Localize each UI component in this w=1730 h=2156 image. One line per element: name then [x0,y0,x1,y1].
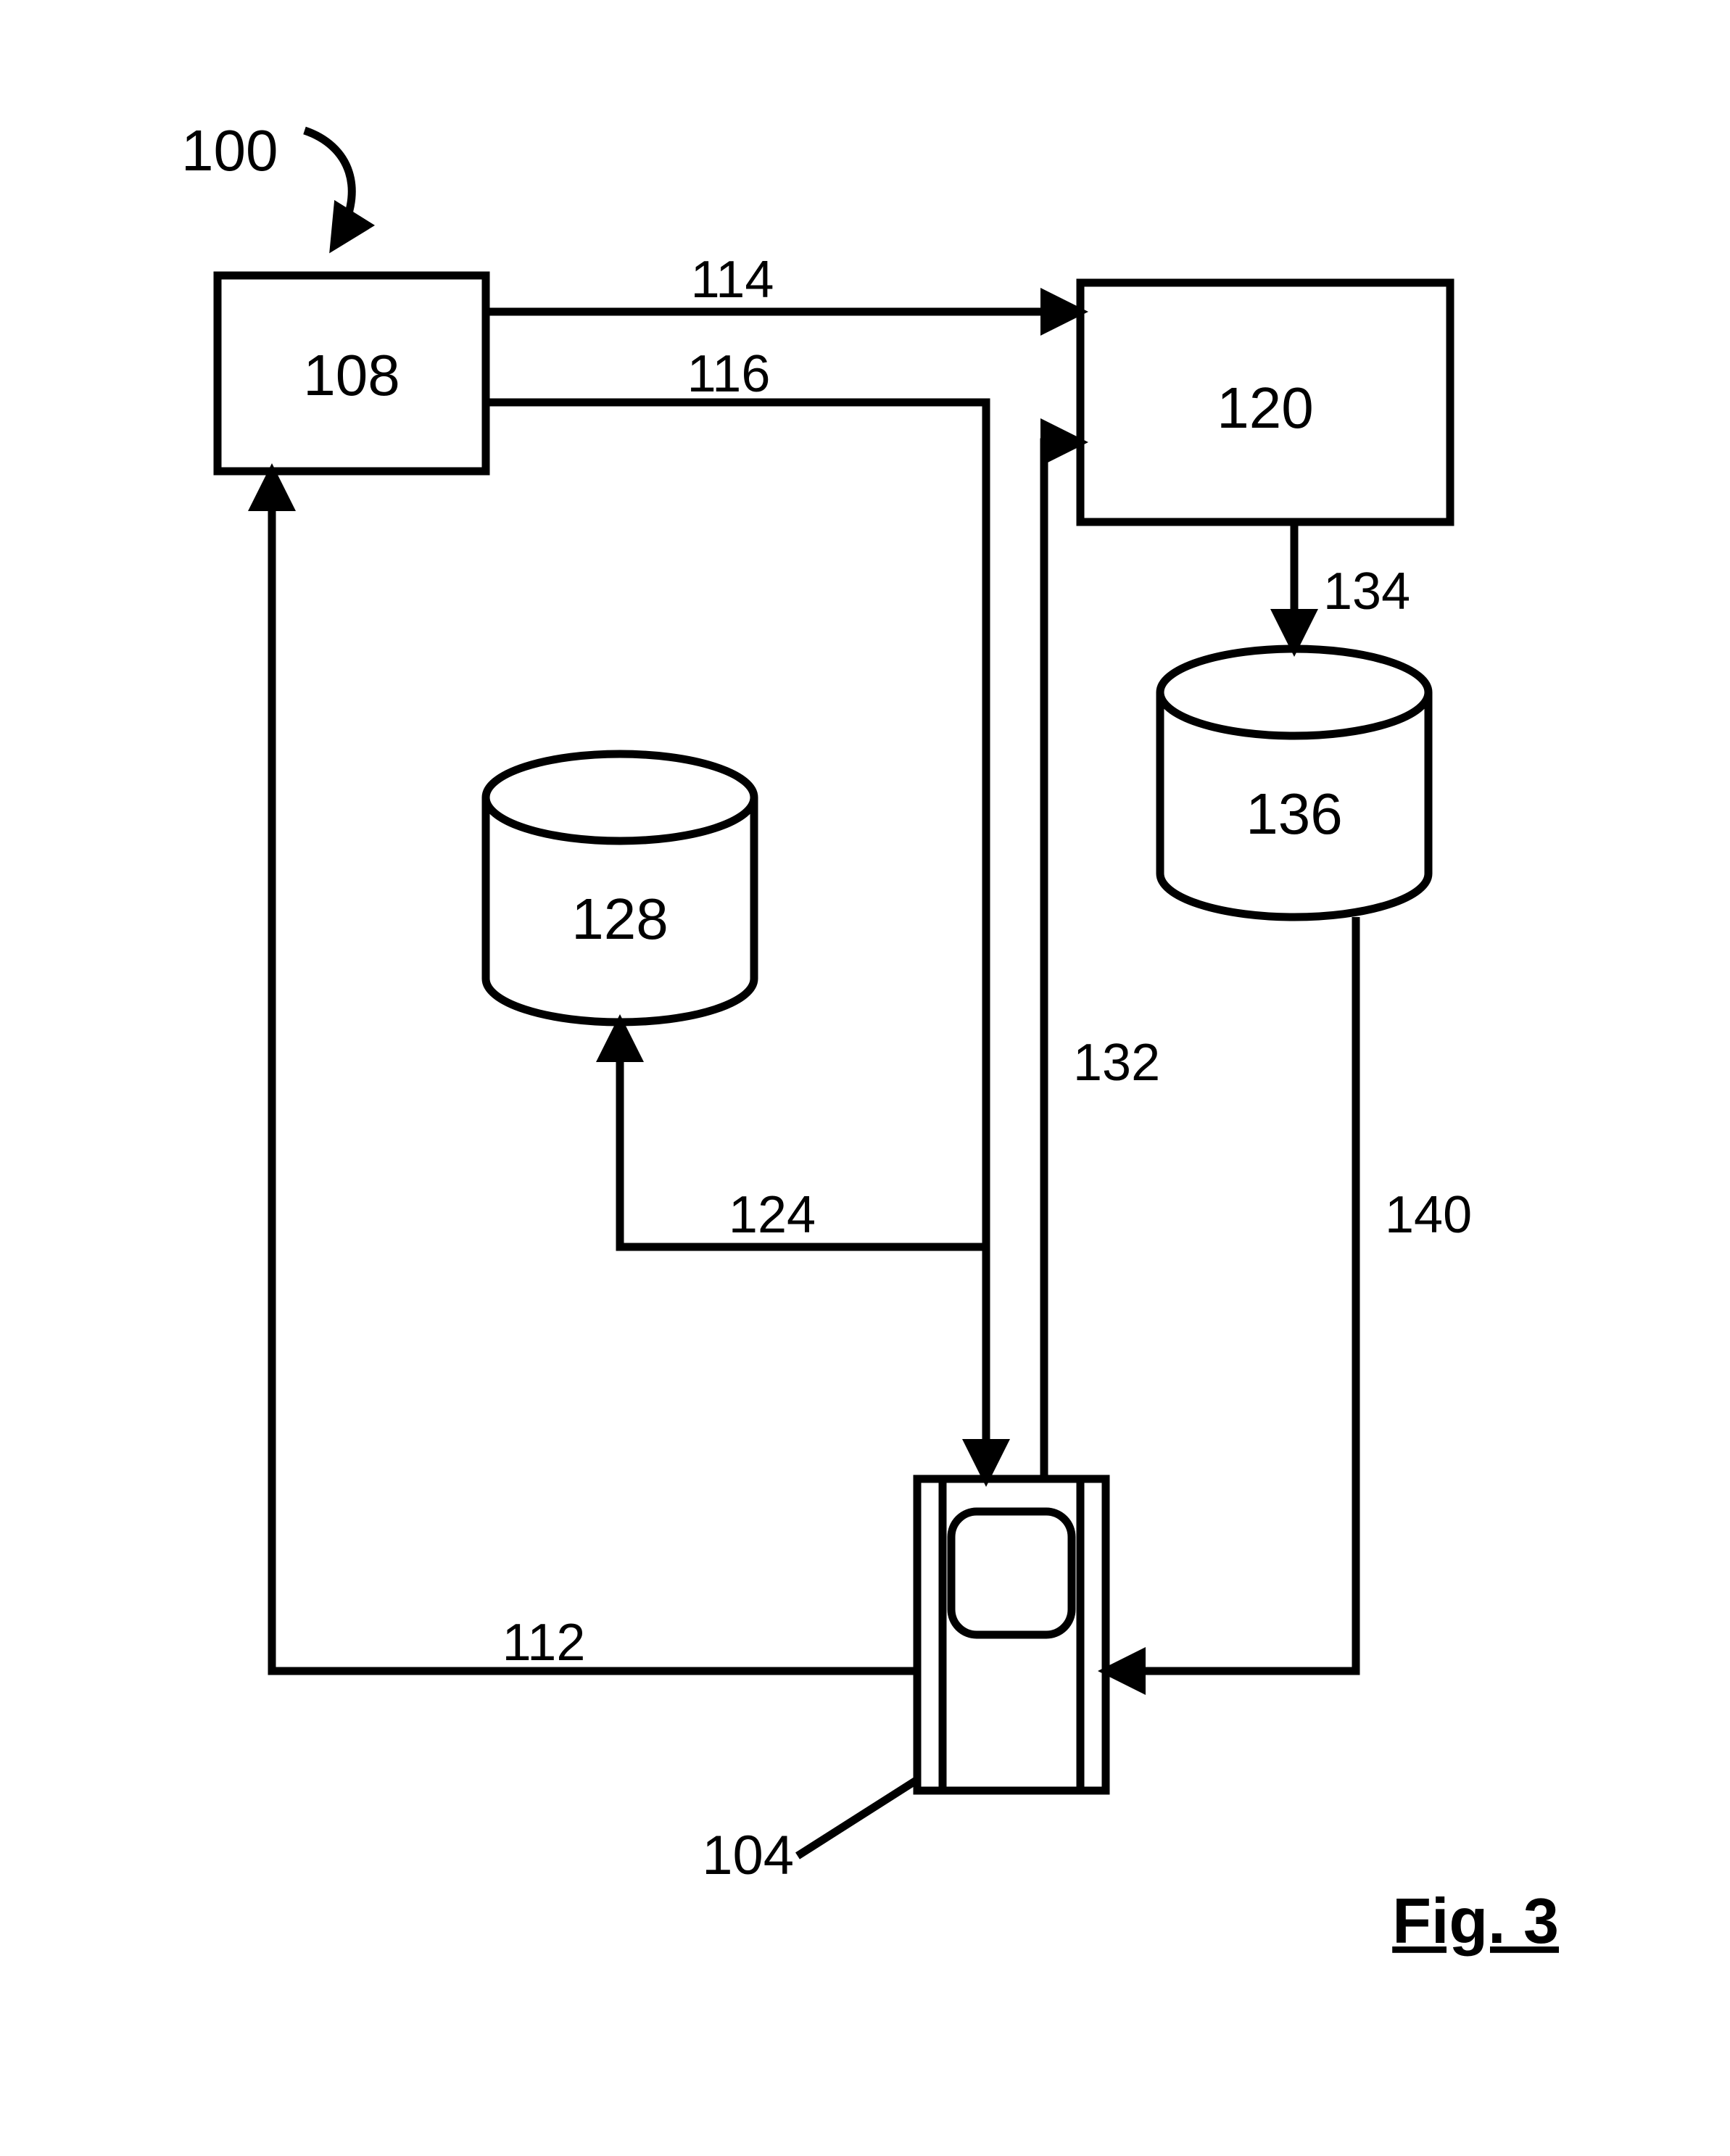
cylinder-136-label: 136 [1246,781,1342,846]
edge-140-label: 140 [1385,1186,1472,1244]
device-104 [917,1479,1106,1791]
edge-112-label: 112 [502,1614,586,1672]
edge-116-label: 116 [687,345,771,403]
box-108-label: 108 [303,343,400,407]
cylinder-128-label: 128 [571,887,668,951]
edge-134-label: 134 [1323,563,1410,621]
edge-124-label: 124 [729,1186,816,1244]
system-label: 100 [181,118,278,183]
figure-caption: Fig. 3 [1392,1885,1559,1957]
box-120-label: 120 [1217,376,1313,440]
device-104-label: 104 [702,1825,794,1886]
edge-114-label: 114 [691,251,774,309]
edge-132-label: 132 [1073,1034,1160,1092]
